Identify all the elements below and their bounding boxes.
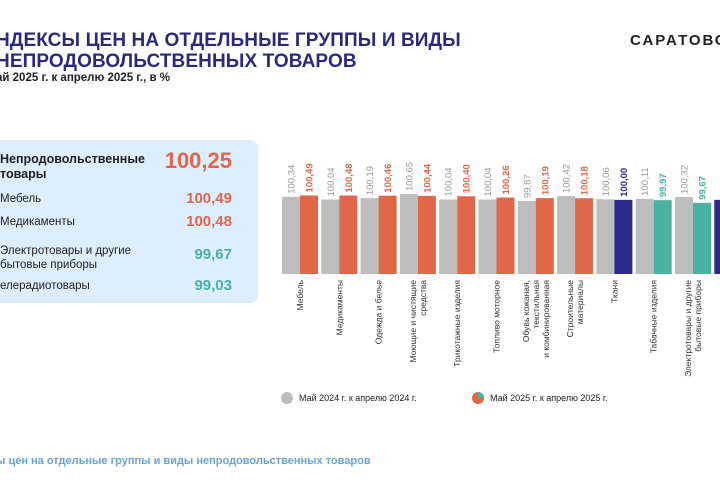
summary-label: Медикаменты (0, 216, 75, 228)
summary-row: Электротовары и другие бытовые приборы 9… (0, 241, 258, 271)
bar-2025 (693, 202, 711, 274)
summary-value: 100,49 (186, 190, 232, 207)
summary-row-main: Непродовольственные товары 100,25 (0, 148, 258, 188)
summary-label: Непродовольственные товары (0, 152, 145, 181)
summary-value: 100,25 (164, 148, 232, 173)
data-label-2024: 100,04 (326, 167, 337, 196)
data-label-2025: 100,46 (383, 164, 394, 193)
category-label: Строительныематериалы (565, 280, 585, 338)
data-label-2024: 100,04 (444, 167, 455, 196)
summary-row: елерадиотовары 99,03 (0, 277, 258, 297)
data-label-2025: 100,44 (422, 163, 433, 193)
category-label: Одежда и белье (374, 280, 384, 344)
data-label-2024: 100,32 (680, 165, 691, 194)
category-label: Трикотажные изделия (452, 280, 462, 367)
data-label-2024: 99,87 (522, 174, 533, 198)
bar-2024 (675, 196, 693, 274)
category-label: Топливо моторное (492, 280, 502, 353)
page-subtitle: ай 2025 г. к апрелю 2025 г., в % (0, 72, 170, 84)
category-label: Ткани (609, 280, 619, 303)
data-label-2025: 99,67 (698, 176, 709, 200)
category-label: Электротовары и другиебытовые приборы (683, 280, 703, 377)
category-label: Мебель (295, 279, 305, 310)
bar-2024 (439, 199, 458, 274)
summary-value: 100,48 (186, 213, 232, 230)
summary-label: Электротовары и другие бытовые приборы (0, 245, 132, 271)
category-label: Моющие и чистящиесредства (408, 280, 428, 363)
category-label: Обувь кожаная,текстильнаяи комбинированн… (521, 280, 551, 358)
data-label-2024: 100,19 (365, 166, 376, 195)
data-label-2024: 100,34 (287, 165, 298, 194)
category-label: Медикаменты (334, 280, 344, 335)
bar-2025 (417, 195, 436, 274)
data-label-2025: 100,00 (619, 168, 630, 197)
data-label-2025: 100,19 (540, 166, 551, 195)
summary-row: Мебель 100,49 (0, 190, 258, 210)
summary-value: 99,67 (194, 246, 232, 263)
bar-2024 (399, 194, 418, 274)
data-label-2025: 100,49 (305, 163, 316, 192)
summary-value: 99,03 (194, 277, 232, 294)
footer-caption: ы цен на отдельные группы и виды непродо… (0, 455, 371, 467)
bar-2024 (557, 196, 576, 274)
brand-logo-text: САРАТОВС (630, 32, 720, 49)
bar-2025 (535, 198, 554, 274)
data-label-2025: 100,18 (580, 166, 591, 195)
category-label: Табачные изделия (649, 280, 659, 354)
data-label-2025: 100,40 (462, 164, 473, 193)
bar-2024 (282, 196, 300, 274)
bar-2024 (596, 199, 615, 274)
legend-marker-2025-accent (478, 392, 484, 398)
summary-row: Медикаменты 100,48 (0, 213, 258, 233)
data-label-2025: 100,48 (344, 163, 355, 192)
bar-2024 (635, 198, 654, 274)
data-label-2024: 100,04 (483, 167, 494, 196)
data-label-2025: 99,97 (658, 173, 669, 197)
bar-cut-off (714, 199, 720, 274)
data-label-2024: 100,11 (640, 168, 651, 196)
bar-2025 (457, 196, 476, 274)
data-label-2025: 100,26 (501, 165, 512, 194)
bar-2025 (653, 200, 672, 274)
page-title: НДЕКСЫ ЦЕН НА ОТДЕЛЬНЫЕ ГРУППЫ И ВИДЫ НЕ… (0, 30, 461, 72)
bar-2025 (378, 195, 397, 274)
summary-label: елерадиотовары (0, 280, 90, 292)
summary-label: Мебель (0, 193, 42, 205)
bar-2025 (575, 198, 594, 274)
bar-2024 (517, 201, 536, 274)
data-label-2024: 100,65 (404, 162, 415, 191)
legend-label-2025: Май 2025 г. к апрелю 2025 г. (490, 393, 608, 403)
legend-label-2024: Май 2024 г. к апрелю 2024 г. (299, 393, 417, 403)
bar-2025 (496, 197, 515, 274)
legend-marker-2024 (281, 392, 293, 404)
bar-2024 (321, 199, 340, 274)
bar-2025 (300, 195, 318, 274)
data-label-2024: 100,42 (562, 164, 573, 193)
data-label-2024: 100,06 (601, 167, 612, 196)
summary-panel: Непродовольственные товары 100,25 Мебель… (0, 140, 258, 303)
bar-2024 (478, 199, 497, 274)
bar-2025 (339, 195, 358, 274)
bar-2024 (360, 198, 379, 274)
bar-2025 (614, 199, 633, 274)
